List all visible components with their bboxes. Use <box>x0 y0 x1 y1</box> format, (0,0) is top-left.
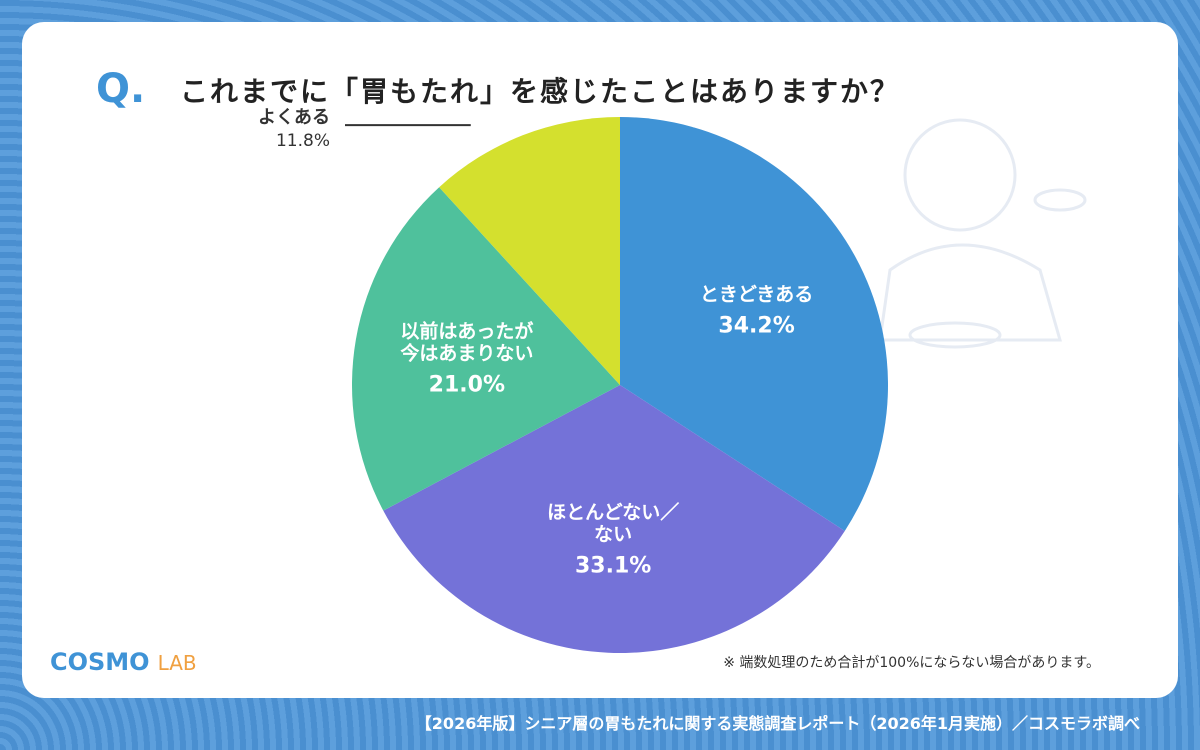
value-label: 11.8% <box>275 131 330 152</box>
category-label: よくある <box>258 107 330 129</box>
pie-slice <box>383 385 845 653</box>
logo-text: COSMO <box>50 648 150 676</box>
slice-label: ほとんどない／ ない 33.1% <box>547 502 679 579</box>
value-label: 33.1% <box>575 553 652 579</box>
value-label: 34.2% <box>718 313 795 339</box>
pie-slice <box>351 187 620 511</box>
category-label: ときどきある <box>699 283 814 306</box>
pie-slice <box>620 117 888 531</box>
slice-label: よくある 11.8% <box>258 107 330 151</box>
question-mark: Q. <box>96 66 146 112</box>
category-label: 以前はあったが 今はあまりない <box>400 320 534 365</box>
slice-label: ときどきある 34.2% <box>700 283 813 338</box>
chart-title: これまでに「胃もたれ」を感じたことはありますか？ <box>180 75 901 108</box>
footer: 【2026年版】シニア層の胃もたれに関する実態調査レポート（2026年1月実施）… <box>415 714 1140 733</box>
pie-slice <box>439 117 620 385</box>
illustration <box>878 118 1087 349</box>
note: ※ 端数処理のため合計が100%にならない場合があります。 <box>723 655 1100 671</box>
logo-text: LAB <box>157 651 197 675</box>
logo: COSMO LAB <box>50 648 197 676</box>
slice-label: 以前はあったが 今はあまりない 21.0% <box>400 320 533 397</box>
value-label: 21.0% <box>428 372 505 398</box>
category-label: ほとんどない／ ない <box>547 501 680 546</box>
